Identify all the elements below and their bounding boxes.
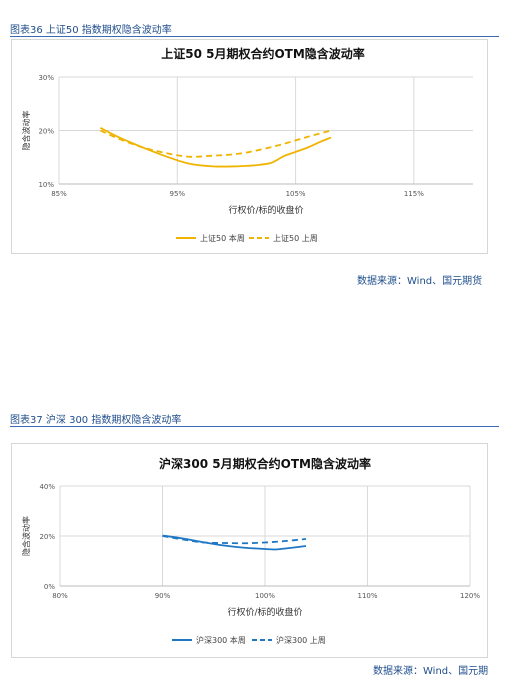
x-tick-label: 100% [255, 592, 275, 600]
figure-caption-37: 图表37 沪深 300 指数期权隐含波动率 [10, 415, 182, 426]
series-line-last-week [162, 535, 307, 545]
x-tick-label: 115% [404, 190, 424, 198]
y-tick-label: 10% [38, 181, 54, 189]
y-axis-label: 隐含波动率 [21, 516, 31, 556]
legend-label-last-week: 上证50 上周 [273, 234, 318, 243]
y-tick-label: 30% [38, 74, 54, 82]
series-line-this-week [162, 534, 307, 551]
source-note-2: 数据来源：Wind、国元期 [373, 666, 489, 677]
x-axis-label: 行权价/标的收盘价 [228, 204, 303, 216]
legend-label-last-week: 沪深300 上周 [276, 635, 326, 645]
chart-title: 沪深300 5月期权合约OTM隐含波动率 [159, 456, 371, 471]
x-tick-label: 95% [170, 190, 186, 198]
x-tick-label: 85% [51, 190, 67, 198]
caption-rule-36 [10, 36, 499, 37]
chart-panel-2: 沪深300 5月期权合约OTM隐含波动率 0% 20% 40% 80% 90% 100% 11… [11, 443, 488, 658]
x-tick-label: 110% [357, 592, 377, 600]
chart-2-svg: 沪深300 5月期权合约OTM隐含波动率 0% 20% 40% 80% 90% 100% 11… [21, 456, 480, 645]
chart-1-svg: 上证50 5月期权合约OTM隐含波动率 10% 20% 30% 85% 95% 105% 11… [21, 46, 473, 243]
chart-panel-1: 上证50 5月期权合约OTM隐含波动率 10% 20% 30% 85% 95% 105% 11… [11, 39, 488, 254]
y-tick-label: 40% [39, 483, 55, 491]
source-note-1: 数据来源：Wind、国元期货 [357, 276, 483, 287]
series-line-this-week [99, 127, 332, 168]
legend-label-this-week: 沪深300 本周 [196, 635, 246, 645]
y-tick-label: 0% [44, 583, 55, 591]
y-tick-label: 20% [38, 128, 54, 136]
x-tick-label: 80% [52, 592, 68, 600]
legend-label-this-week: 上证50 本周 [200, 233, 245, 243]
series-line-last-week [100, 129, 332, 158]
y-axis-label: 隐含波动率 [21, 111, 31, 151]
chart-title: 上证50 5月期权合约OTM隐含波动率 [161, 46, 365, 61]
x-axis-label: 行权价/标的收盘价 [227, 606, 302, 618]
x-tick-label: 90% [155, 592, 171, 600]
y-tick-label: 20% [39, 533, 55, 541]
caption-rule-37 [10, 426, 499, 427]
x-tick-label: 120% [460, 592, 480, 600]
x-tick-label: 105% [286, 190, 306, 198]
figure-caption-36: 图表36 上证50 指数期权隐含波动率 [10, 25, 172, 36]
